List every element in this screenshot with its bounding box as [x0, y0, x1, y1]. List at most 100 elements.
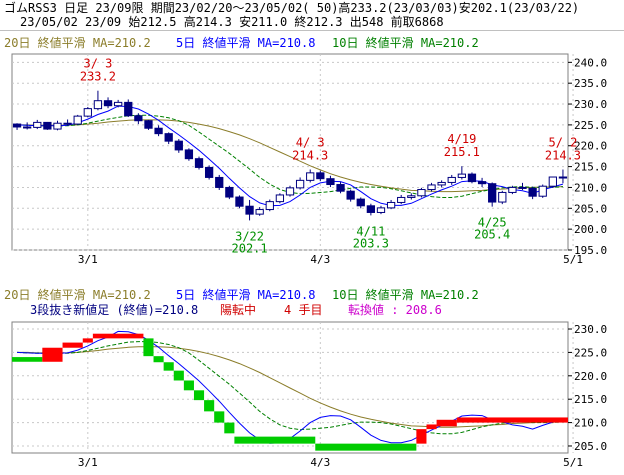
candle-body — [508, 186, 517, 193]
tlb-tick-label-x: 5/1 — [563, 456, 583, 469]
candle-plot-frame — [11, 53, 569, 251]
tlb-brick — [416, 429, 427, 444]
tlb-brick — [92, 333, 144, 339]
candle-body — [164, 133, 173, 142]
candle-tick-label-y: 205.0 — [574, 202, 607, 215]
candle-tick-label-x: 4/3 — [310, 253, 330, 266]
candle-body — [386, 201, 396, 209]
tlb-brick — [82, 338, 93, 343]
candle-body — [457, 173, 466, 178]
chart-header: ゴムRSS3 日足 23/09限 期間23/02/20～23/05/02( 50… — [0, 0, 624, 31]
candle-body — [326, 178, 335, 186]
candle-body — [225, 186, 234, 198]
tlb-info-state: 陽転中 — [220, 302, 256, 317]
annotation-date: 4/11 — [356, 224, 385, 238]
candle-body — [518, 186, 527, 189]
tlb-brick — [214, 411, 225, 423]
tlb-ma10-line — [17, 341, 563, 435]
tlb-brick — [234, 436, 316, 444]
candle-body — [194, 158, 204, 168]
tlb-brick — [436, 419, 457, 427]
candle-body — [437, 181, 446, 186]
tlb-tick-label-x: 3/1 — [78, 456, 98, 469]
annotation-date: 3/22 — [235, 229, 264, 243]
candle-body — [528, 187, 537, 197]
candle-tick-label-y: 195.0 — [574, 244, 607, 257]
candle-body — [103, 100, 113, 107]
candle-body — [467, 173, 477, 183]
annotation-date: 4/19 — [447, 132, 476, 146]
annotation-value: 214.3 — [292, 149, 328, 163]
candle-body — [204, 166, 214, 178]
tlb-info-reversal: 転換値 : 208.6 — [348, 302, 442, 317]
tlb-brick — [204, 400, 215, 412]
candle-body — [356, 198, 365, 207]
candle-body — [295, 179, 305, 189]
candle-body — [83, 108, 92, 117]
candle-body — [114, 101, 123, 107]
tlb-info-main: 3段抜き新値足 (終値)=210.8 — [30, 302, 198, 317]
candle-body — [255, 209, 264, 215]
tlb-tick-label-y: 220.0 — [574, 370, 607, 383]
tlb-tick-label-y: 225.0 — [574, 346, 607, 359]
tlb-brick — [426, 424, 437, 430]
candle-body — [154, 127, 163, 135]
tlb-brick — [42, 347, 63, 362]
tlb-brick — [153, 356, 164, 363]
candle-body — [306, 172, 315, 181]
annotation-value: 215.1 — [444, 145, 480, 159]
annotation-value: 214.3 — [545, 149, 581, 163]
tlb-brick — [315, 443, 417, 451]
tlb-brick — [12, 357, 43, 362]
candle-body — [53, 122, 62, 130]
candle-body — [63, 122, 72, 125]
candle-tick-label-y: 235.0 — [574, 77, 607, 90]
candle-body — [346, 190, 355, 200]
candle-tick-label-y: 220.0 — [574, 140, 607, 153]
annotation-value: 203.3 — [353, 236, 389, 250]
tlb-tick-label-x: 4/3 — [310, 456, 330, 469]
instrument-summary: ゴムRSS3 日足 23/09限 期間23/02/20～23/05/02( 50… — [4, 1, 580, 15]
tlb-tick-label-y: 205.0 — [574, 440, 607, 453]
candle-body — [144, 120, 153, 129]
annotation-value: 205.4 — [474, 228, 510, 242]
tlb-brick — [163, 362, 174, 371]
candle-body — [447, 176, 456, 183]
candle-body — [275, 194, 285, 203]
candle-body — [376, 207, 386, 213]
candle-body — [265, 201, 274, 211]
tlb-ma20-line — [17, 346, 563, 428]
candle-body — [336, 184, 345, 192]
candle-body — [558, 176, 568, 179]
candle-body — [235, 196, 244, 207]
candle-body — [498, 191, 507, 203]
candle-body — [174, 140, 183, 151]
tlb-brick — [62, 342, 83, 348]
legend-ma10-tlb: 10日 終値平滑 MA=210.2 — [332, 287, 479, 302]
candle-body — [427, 184, 436, 191]
candle-body — [43, 121, 52, 130]
tlb-tick-label-y: 230.0 — [574, 323, 607, 336]
candle-body — [23, 126, 32, 129]
candle-body — [184, 149, 194, 160]
candle-body — [215, 176, 224, 188]
candle-body — [538, 185, 547, 197]
candle-tick-label-x: 3/1 — [78, 253, 98, 266]
ohlc-summary: 23/05/02 23/09 始212.5 高214.3 安211.0 終212… — [20, 15, 444, 29]
tlb-brick — [193, 390, 205, 401]
annotation-date: 4/ 3 — [296, 136, 325, 150]
tlb-brick — [143, 338, 154, 357]
candle-body — [134, 115, 143, 122]
candle-body — [124, 101, 133, 117]
candle-tick-label-y: 225.0 — [574, 119, 607, 132]
candle-body — [366, 205, 376, 213]
tlb-brick — [183, 380, 194, 391]
legend-ma10: 10日 終値平滑 MA=210.2 — [332, 35, 479, 50]
candle-body — [316, 172, 325, 180]
tlb-tick-label-y: 215.0 — [574, 393, 607, 406]
candle-tick-label-y: 210.0 — [574, 181, 607, 194]
candle-body — [93, 100, 103, 110]
candle-tick-label-y: 240.0 — [574, 56, 607, 69]
annotation-date: 3/ 3 — [83, 57, 112, 71]
legend-ma5-tlb: 5日 終値平滑 MA=210.8 — [176, 287, 315, 302]
